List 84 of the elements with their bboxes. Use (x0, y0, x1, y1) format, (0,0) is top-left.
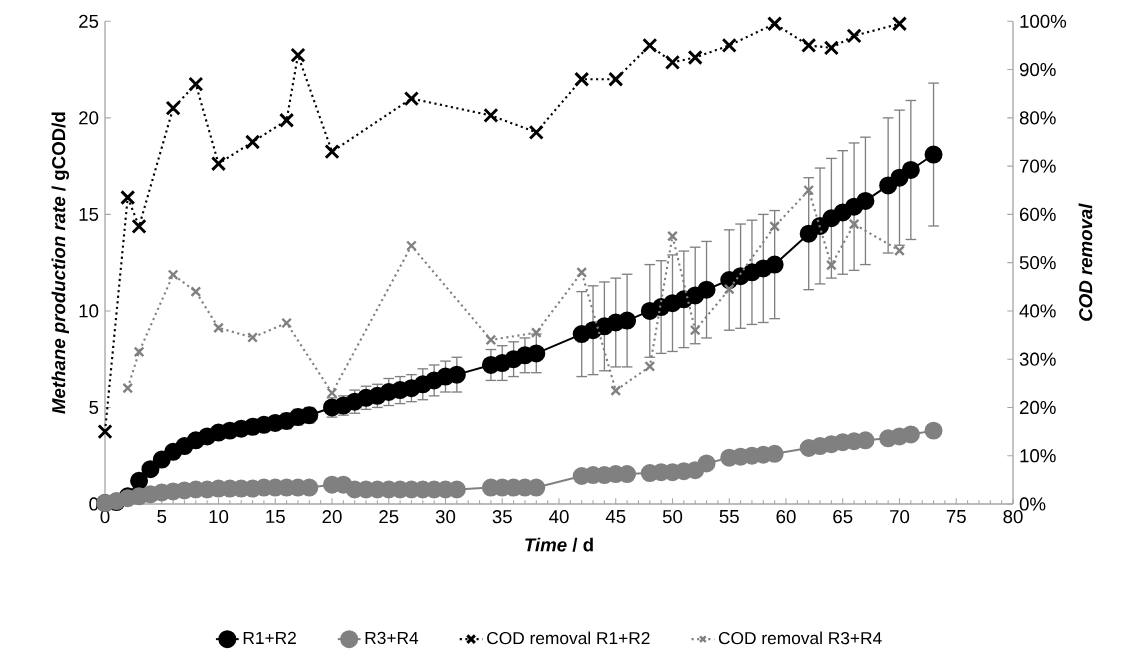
point (667, 230, 678, 242)
x-tick-label: 5 (157, 510, 167, 524)
y-tick-label: 5 (89, 400, 99, 414)
x-tick-label: 75 (946, 510, 966, 524)
x-tick-label: 20 (322, 510, 342, 524)
point (133, 346, 145, 358)
point (213, 322, 224, 334)
y2-tick-label: 0% (1019, 497, 1046, 511)
y-tick-label: 10 (79, 304, 99, 318)
point (610, 385, 622, 396)
y2-tick-label: 100% (1020, 14, 1067, 28)
x-axis-title: Time / d (525, 537, 593, 552)
y-axis-title: Methane production rate / gCOD/d (51, 112, 70, 414)
point (483, 107, 499, 124)
point (122, 382, 134, 394)
x-tick-label: 70 (890, 510, 910, 524)
point (244, 134, 261, 150)
point (664, 54, 681, 70)
point (642, 37, 658, 54)
point (188, 76, 204, 92)
point (324, 144, 340, 160)
point (167, 269, 179, 281)
point (485, 334, 497, 346)
y2-tick-label: 50% (1019, 256, 1056, 270)
point (846, 28, 862, 44)
point (803, 184, 815, 196)
y2-tick-label: 30% (1019, 352, 1056, 366)
point (406, 240, 417, 252)
point (403, 90, 420, 107)
point (210, 156, 227, 172)
point (281, 317, 293, 329)
x-tick-label: 40 (549, 510, 569, 524)
point (723, 283, 735, 295)
point (687, 49, 703, 66)
point (97, 423, 113, 440)
point (825, 259, 837, 271)
y-tick-label: 20 (79, 111, 99, 125)
point (290, 47, 306, 63)
point (528, 124, 544, 140)
legend-label: R1+R2 (243, 631, 296, 644)
y2-tick-label: 20% (1019, 400, 1056, 415)
y-tick-label: 15 (79, 207, 99, 221)
legend-label: COD removal R3+R4 (718, 631, 882, 645)
point (823, 40, 839, 56)
x-tick-label: 80 (1003, 510, 1023, 524)
x-tick-label: 45 (605, 510, 626, 524)
point (165, 100, 181, 116)
y2-tick-label: 80% (1019, 111, 1056, 125)
point (894, 245, 905, 257)
x-tick-label: 35 (492, 510, 512, 524)
point (530, 327, 542, 339)
legend-label: COD removal R1+R2 (487, 631, 650, 645)
point (190, 286, 202, 298)
legend-label: R3+R4 (365, 631, 419, 645)
point (279, 112, 295, 128)
y2-tick-label: 40% (1019, 304, 1056, 318)
point (848, 218, 860, 230)
x-tick-label: 50 (662, 510, 683, 524)
point (247, 332, 258, 343)
point (767, 16, 783, 32)
x-tick-label: 25 (379, 510, 399, 524)
y-tick-label: 25 (79, 14, 99, 28)
x-tick-label: 65 (833, 510, 853, 524)
y2-tick-label: 10% (1020, 449, 1056, 463)
point (574, 71, 590, 87)
x-tick-label: 55 (719, 510, 739, 524)
point (721, 37, 737, 54)
y2-axis-title: COD removal (1078, 203, 1093, 321)
point (689, 324, 701, 336)
point (576, 266, 588, 278)
point (131, 218, 147, 235)
y2-tick-label: 90% (1019, 62, 1056, 77)
point (801, 37, 817, 54)
point (120, 189, 136, 206)
point (769, 221, 781, 232)
y2-tick-label: 60% (1019, 207, 1056, 221)
point (608, 71, 624, 87)
point (644, 360, 656, 372)
point (891, 16, 908, 32)
y2-tick-label: 70% (1020, 159, 1056, 173)
x-tick-label: 15 (266, 510, 285, 524)
x-tick-label: 30 (435, 510, 456, 524)
x-tick-label: 10 (209, 510, 229, 524)
x-tick-label: 60 (776, 510, 796, 524)
